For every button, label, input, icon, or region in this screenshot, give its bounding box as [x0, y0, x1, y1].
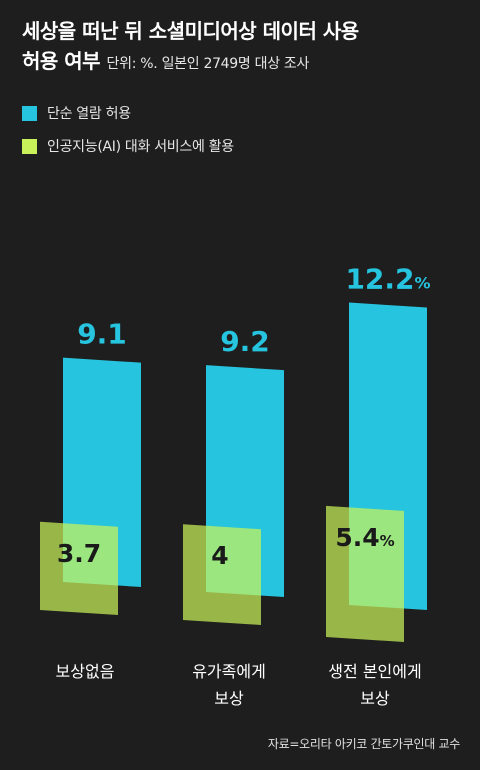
- category-label-3: 생전 본인에게: [328, 662, 421, 681]
- legend-swatch-1: [22, 105, 37, 121]
- bar-series2-2: [183, 524, 261, 625]
- category-label-2: 보상: [214, 689, 244, 708]
- percent-suffix: %: [380, 532, 395, 550]
- unit-note: 단위: %. 일본인 2749명 대상 조사: [106, 56, 310, 72]
- legend-swatch-2: [22, 138, 37, 154]
- chart-title: 세상을 떠난 뒤 소셜미디어상 데이터 사용 허용 여부 단위: %. 일본인 …: [22, 16, 359, 79]
- value-label-series1-2: 9.2: [220, 325, 270, 358]
- value-label-series1-1: 9.1: [77, 318, 127, 351]
- category-label-1: 보상없음: [56, 662, 115, 681]
- value-label-series2-2: 4: [211, 541, 228, 570]
- source-note: 자료=오리타 아키코 간토가쿠인대 교수: [267, 737, 460, 751]
- category-label-2: 유가족에게: [192, 662, 266, 681]
- category-label-3: 보상: [360, 689, 390, 708]
- bar-series2-3: [326, 505, 404, 642]
- title-line-2-row: 허용 여부 단위: %. 일본인 2749명 대상 조사: [22, 46, 359, 79]
- bar-series2-1: [40, 521, 118, 615]
- value-label-series1-3: 12.2%: [345, 263, 430, 296]
- title-line-1: 세상을 떠난 뒤 소셜미디어상 데이터 사용: [22, 19, 359, 43]
- percent-suffix: %: [415, 274, 431, 293]
- legend-item-1: 단순 열람 허용: [22, 103, 131, 123]
- legend-label-2: 인공지능(AI) 대화 서비스에 활용: [47, 139, 234, 155]
- legend-item-2: 인공지능(AI) 대화 서비스에 활용: [22, 136, 234, 156]
- legend-label-1: 단순 열람 허용: [47, 106, 131, 122]
- value-label-series2-1: 3.7: [57, 539, 101, 568]
- title-line-2: 허용 여부: [22, 49, 101, 73]
